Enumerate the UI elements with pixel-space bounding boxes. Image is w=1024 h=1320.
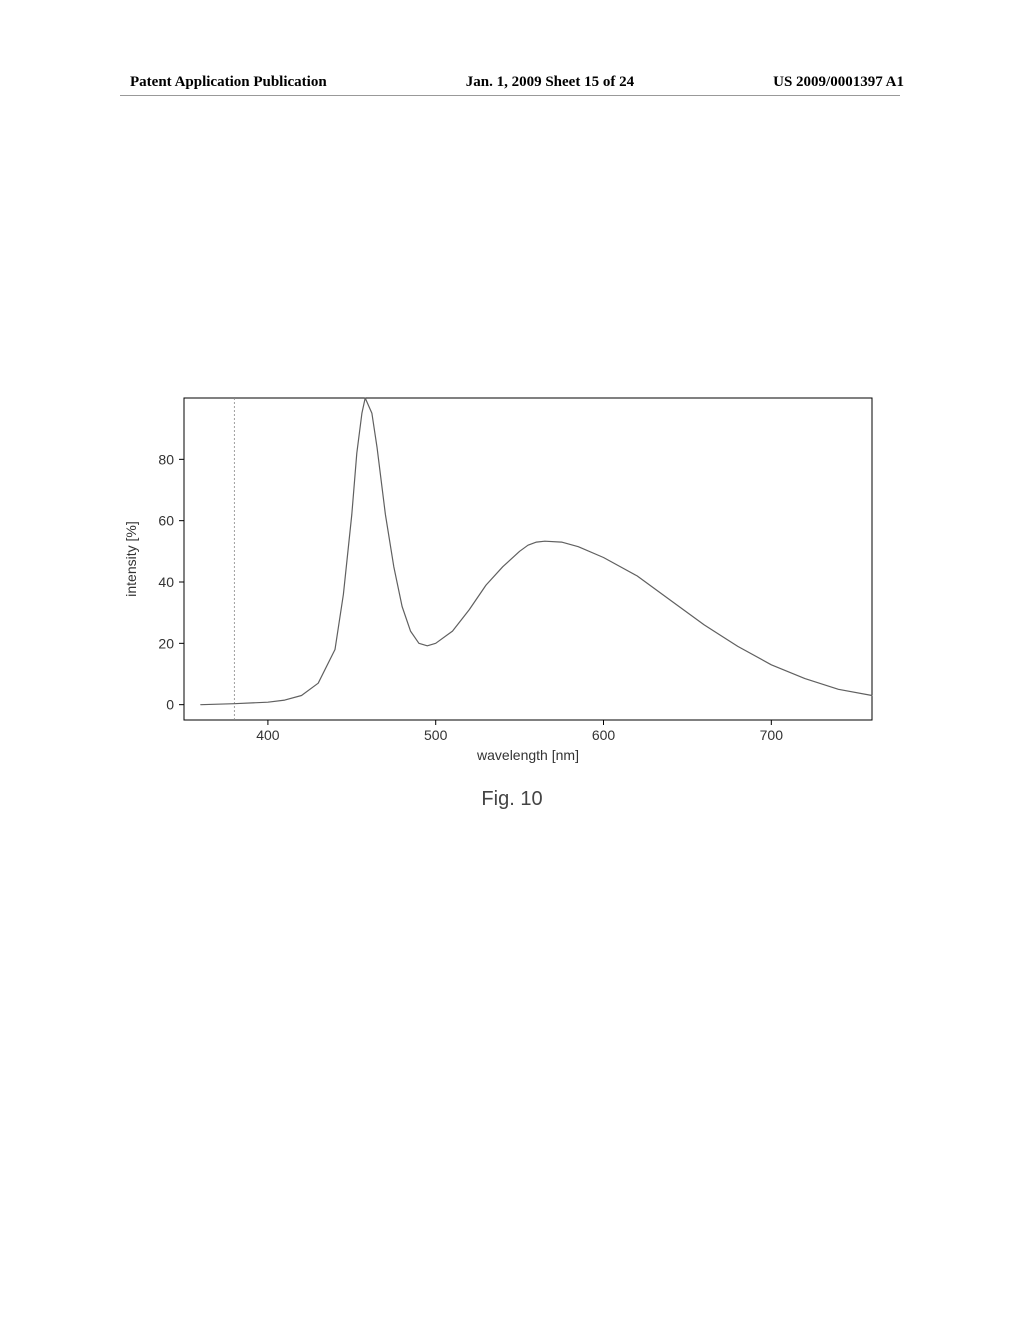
header-center: Jan. 1, 2009 Sheet 15 of 24 bbox=[466, 74, 634, 91]
svg-text:20: 20 bbox=[158, 635, 174, 651]
svg-text:wavelength [nm]: wavelength [nm] bbox=[476, 747, 579, 763]
svg-text:60: 60 bbox=[158, 513, 174, 529]
header-left: Patent Application Publication bbox=[0, 74, 327, 91]
header-right: US 2009/0001397 A1 bbox=[773, 74, 1024, 91]
svg-text:400: 400 bbox=[256, 727, 280, 743]
header-rule bbox=[120, 95, 900, 96]
svg-text:700: 700 bbox=[760, 727, 784, 743]
svg-text:600: 600 bbox=[592, 727, 616, 743]
svg-text:intensity [%]: intensity [%] bbox=[123, 521, 139, 596]
svg-text:0: 0 bbox=[166, 697, 174, 713]
figure-caption: Fig. 10 bbox=[0, 788, 1024, 811]
chart-svg: 0 20 40 60 80 400 500 600 700 wavelength [nm] inte… bbox=[112, 390, 884, 778]
svg-text:40: 40 bbox=[158, 574, 174, 590]
spectrum-chart: 0 20 40 60 80 400 500 600 700 wavelength [nm] inte… bbox=[112, 390, 884, 778]
svg-text:80: 80 bbox=[158, 451, 174, 467]
svg-text:500: 500 bbox=[424, 727, 448, 743]
page-header: Patent Application Publication Jan. 1, 2… bbox=[0, 74, 1024, 91]
